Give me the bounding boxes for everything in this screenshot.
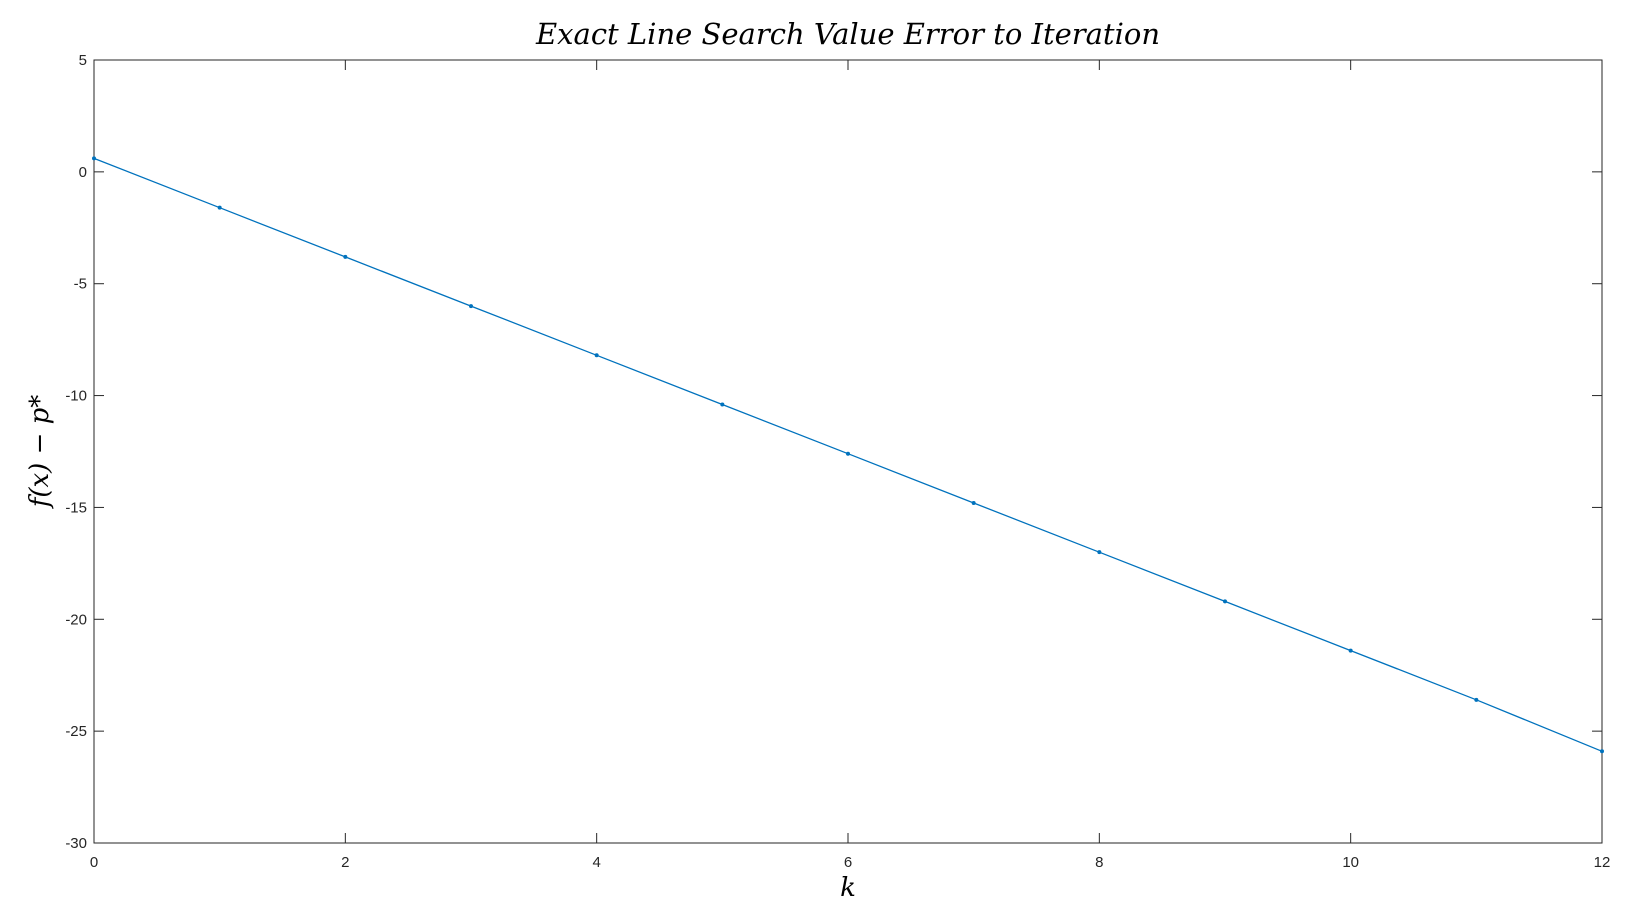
plot-background [94,60,1602,843]
data-point [92,156,96,161]
y-tick-label: -25 [65,723,87,740]
y-axis-label: f(x) − p* [25,395,55,510]
y-tick-label: -5 [74,276,87,293]
y-tick-label: 5 [79,52,87,69]
data-point [846,451,850,456]
data-point [217,205,222,210]
y-tick-label: -15 [65,499,87,516]
x-axis-label: k [840,873,856,903]
y-tick-label: -30 [65,835,87,852]
data-point [1097,550,1102,555]
y-axis-ticks: 5 0 -5 -10 -15 -20 -25 -30 [65,52,1602,852]
x-axis-ticks: 0 2 4 6 8 10 12 [90,60,1611,871]
x-tick-label: 0 [90,854,98,871]
x-tick-label: 2 [341,854,349,871]
x-tick-label: 4 [592,854,600,871]
x-tick-label: 12 [1594,854,1611,871]
data-point [971,500,976,505]
x-tick-label: 8 [1095,854,1103,871]
chart-title: Exact Line Search Value Error to Iterati… [535,17,1160,51]
data-point [1348,648,1353,653]
data-point [1474,697,1479,702]
x-tick-label: 6 [844,854,852,871]
data-point [1600,749,1604,754]
y-tick-label: 0 [79,164,87,181]
x-tick-label: 10 [1342,854,1359,871]
data-point [343,254,348,259]
data-point [469,304,473,309]
y-tick-label: -10 [65,388,87,405]
plot-frame [93,59,1603,844]
data-point [720,402,725,407]
data-point [594,353,599,358]
data-point [1223,599,1227,604]
y-tick-label: -20 [65,611,87,628]
series-layer [92,156,1604,754]
